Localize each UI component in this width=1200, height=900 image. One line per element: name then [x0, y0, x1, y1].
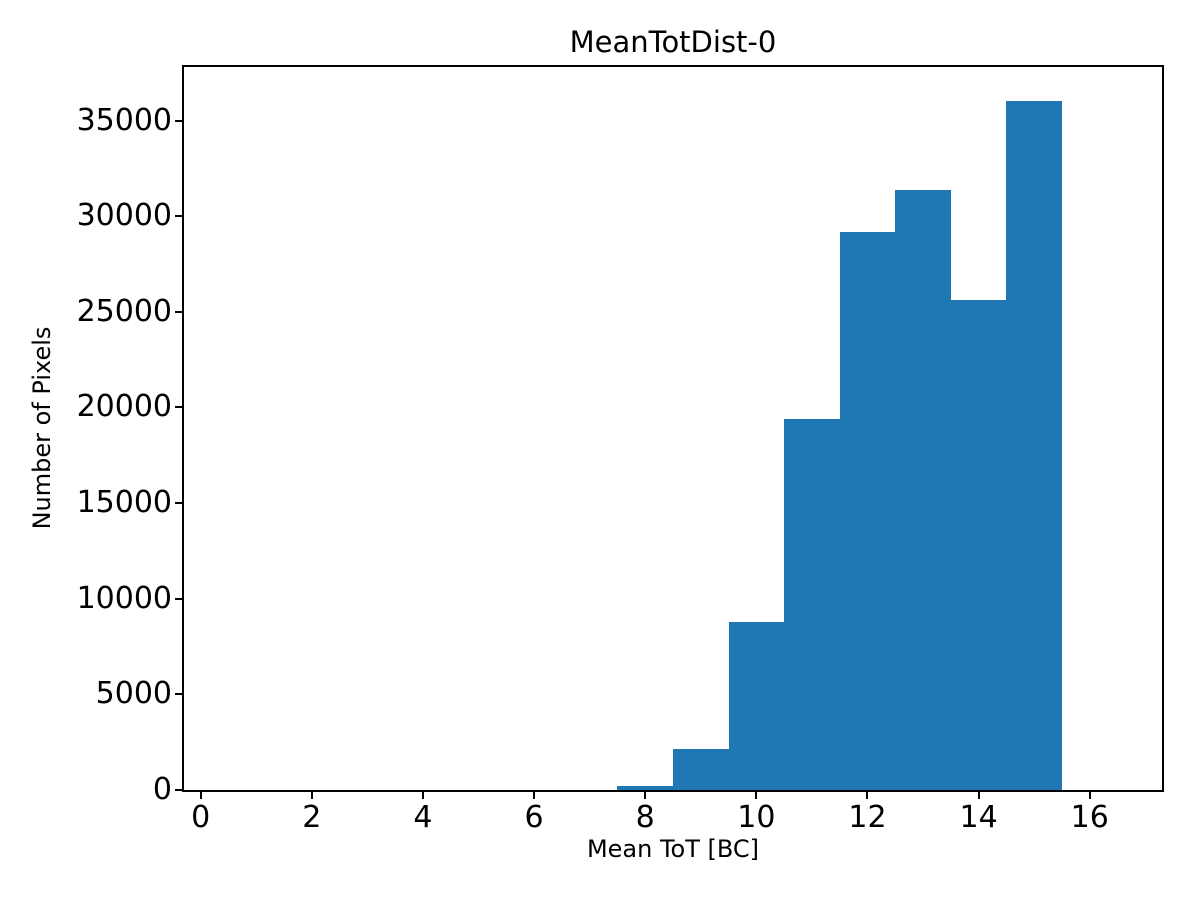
x-tick-mark: [1088, 790, 1091, 799]
histogram-bar: [728, 621, 785, 790]
y-tick-mark: [175, 310, 184, 313]
y-tick-mark: [175, 215, 184, 218]
chart-title: MeanTotDist-0: [569, 25, 777, 59]
y-tick-label: 5000: [95, 676, 172, 712]
y-tick-label: 20000: [76, 389, 172, 425]
x-tick-mark: [755, 790, 758, 799]
y-tick-mark: [175, 502, 184, 505]
plot-area: 0 2 4 6 8 10 12 14 16 0 5000 10000 15000 20000 25000 3…: [77, 65, 1164, 833]
y-tick-label: 25000: [76, 293, 172, 329]
x-tick-label: 16: [1070, 800, 1109, 835]
y-tick-mark: [175, 119, 184, 122]
x-tick-label: 8: [635, 800, 655, 835]
x-tick-mark: [199, 790, 202, 799]
y-tick-label: 35000: [76, 102, 172, 138]
y-axis-label: Number of Pixels: [27, 326, 56, 530]
histogram-bar: [895, 190, 951, 790]
x-tick-label: 4: [413, 800, 433, 835]
x-tick-label: 0: [191, 800, 211, 835]
x-tick-mark: [310, 790, 313, 799]
y-tick-label: 15000: [76, 485, 172, 521]
x-tick-label: 14: [959, 800, 998, 835]
y-tick-mark: [175, 789, 184, 791]
x-tick-label: 10: [737, 800, 776, 835]
x-tick-mark: [421, 790, 424, 799]
x-tick-mark: [533, 790, 536, 799]
x-tick-label: 2: [302, 800, 322, 835]
x-tick-label: 6: [524, 800, 544, 835]
y-tick-mark: [175, 597, 184, 600]
x-axis-label: Mean ToT [BC]: [586, 835, 760, 863]
y-tick-label: 10000: [76, 580, 172, 616]
x-tick-mark: [644, 790, 647, 799]
x-tick-label: 12: [848, 800, 887, 835]
histogram-bar: [839, 232, 896, 790]
y-tick-label: 0: [152, 772, 172, 807]
y-tick-mark: [175, 406, 184, 409]
histogram-bar: [784, 418, 840, 790]
y-tick-mark: [175, 693, 184, 696]
histogram-bar: [617, 786, 673, 790]
histogram-bar: [1006, 101, 1062, 790]
y-tick-label: 30000: [76, 198, 172, 234]
histogram-bar: [673, 748, 729, 790]
x-tick-mark: [866, 790, 869, 799]
x-tick-mark: [977, 790, 980, 799]
histogram-bar: [950, 300, 1007, 790]
